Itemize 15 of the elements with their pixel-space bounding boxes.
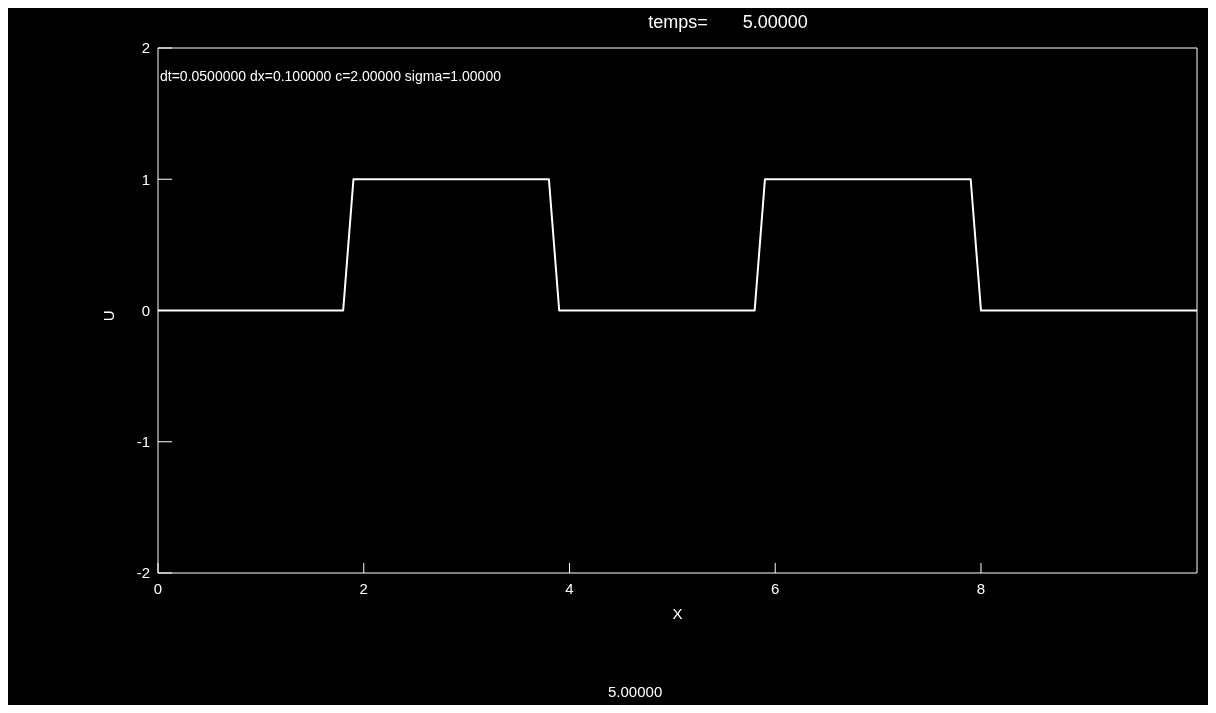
y-tick-label: -1 — [136, 433, 150, 451]
x-tick-label: 8 — [976, 579, 986, 597]
annotation: dt=0.0500000 dx=0.100000 c=2.00000 sigma=1.00000 — [160, 68, 501, 84]
y-tick-label: -2 — [136, 564, 150, 582]
x-tick-label: 0 — [153, 579, 163, 597]
y-tick-label: 1 — [141, 170, 150, 188]
x-axis-title: X — [672, 605, 683, 622]
x-tick-label: 4 — [565, 579, 574, 597]
y-tick-label: 0 — [141, 301, 150, 319]
y-tick-label: 2 — [141, 39, 150, 57]
text: 5.00000 — [608, 683, 663, 700]
x-tick-label: 6 — [771, 579, 780, 597]
chart-title: temps= 5.00000 — [647, 12, 809, 33]
x-tick-label: 2 — [359, 579, 368, 597]
y-axis-title: U — [100, 310, 118, 322]
